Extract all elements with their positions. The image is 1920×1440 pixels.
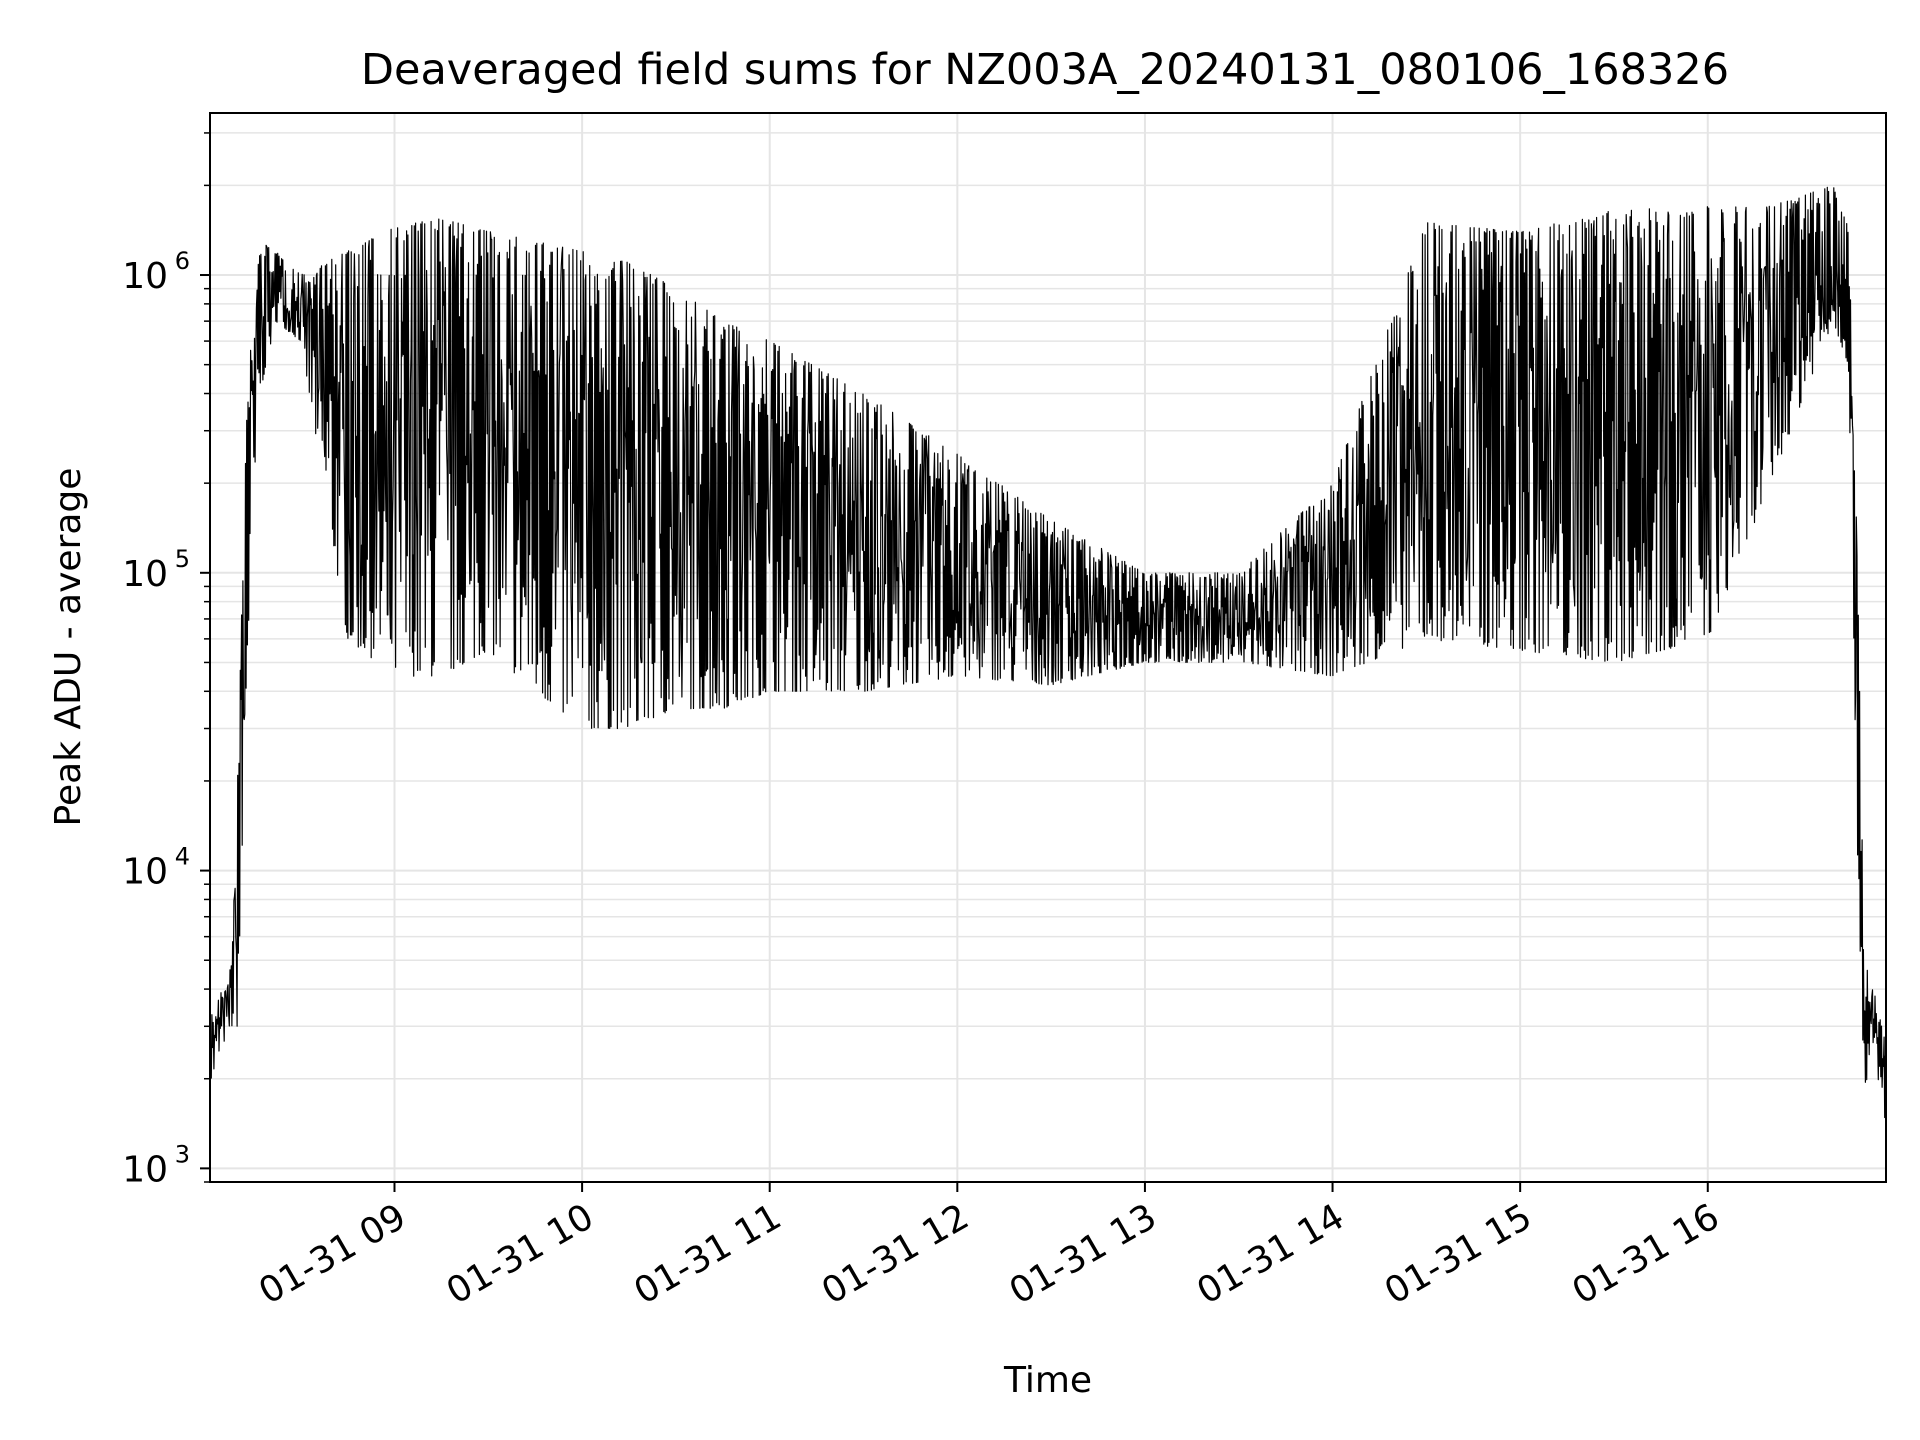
y-tick-label: 10 bbox=[122, 256, 168, 297]
y-tick-exponent: 3 bbox=[175, 1140, 190, 1168]
y-tick-exponent: 5 bbox=[175, 545, 190, 573]
plot-frame bbox=[209, 112, 1887, 1183]
y-tick-exponent: 4 bbox=[175, 843, 190, 871]
plot-area bbox=[209, 186, 1887, 1119]
x-axis-label: Time bbox=[1003, 1360, 1092, 1401]
y-tick-label: 10 bbox=[122, 554, 168, 595]
chart-title: Deaveraged field sums for NZ003A_2024013… bbox=[361, 45, 1729, 95]
y-tick-label: 10 bbox=[122, 852, 168, 893]
y-tick-label: 10 bbox=[122, 1149, 168, 1190]
series-line bbox=[209, 186, 1887, 1119]
y-tick-exponent: 6 bbox=[175, 247, 190, 275]
y-axis-label: Peak ADU - average bbox=[48, 468, 89, 827]
